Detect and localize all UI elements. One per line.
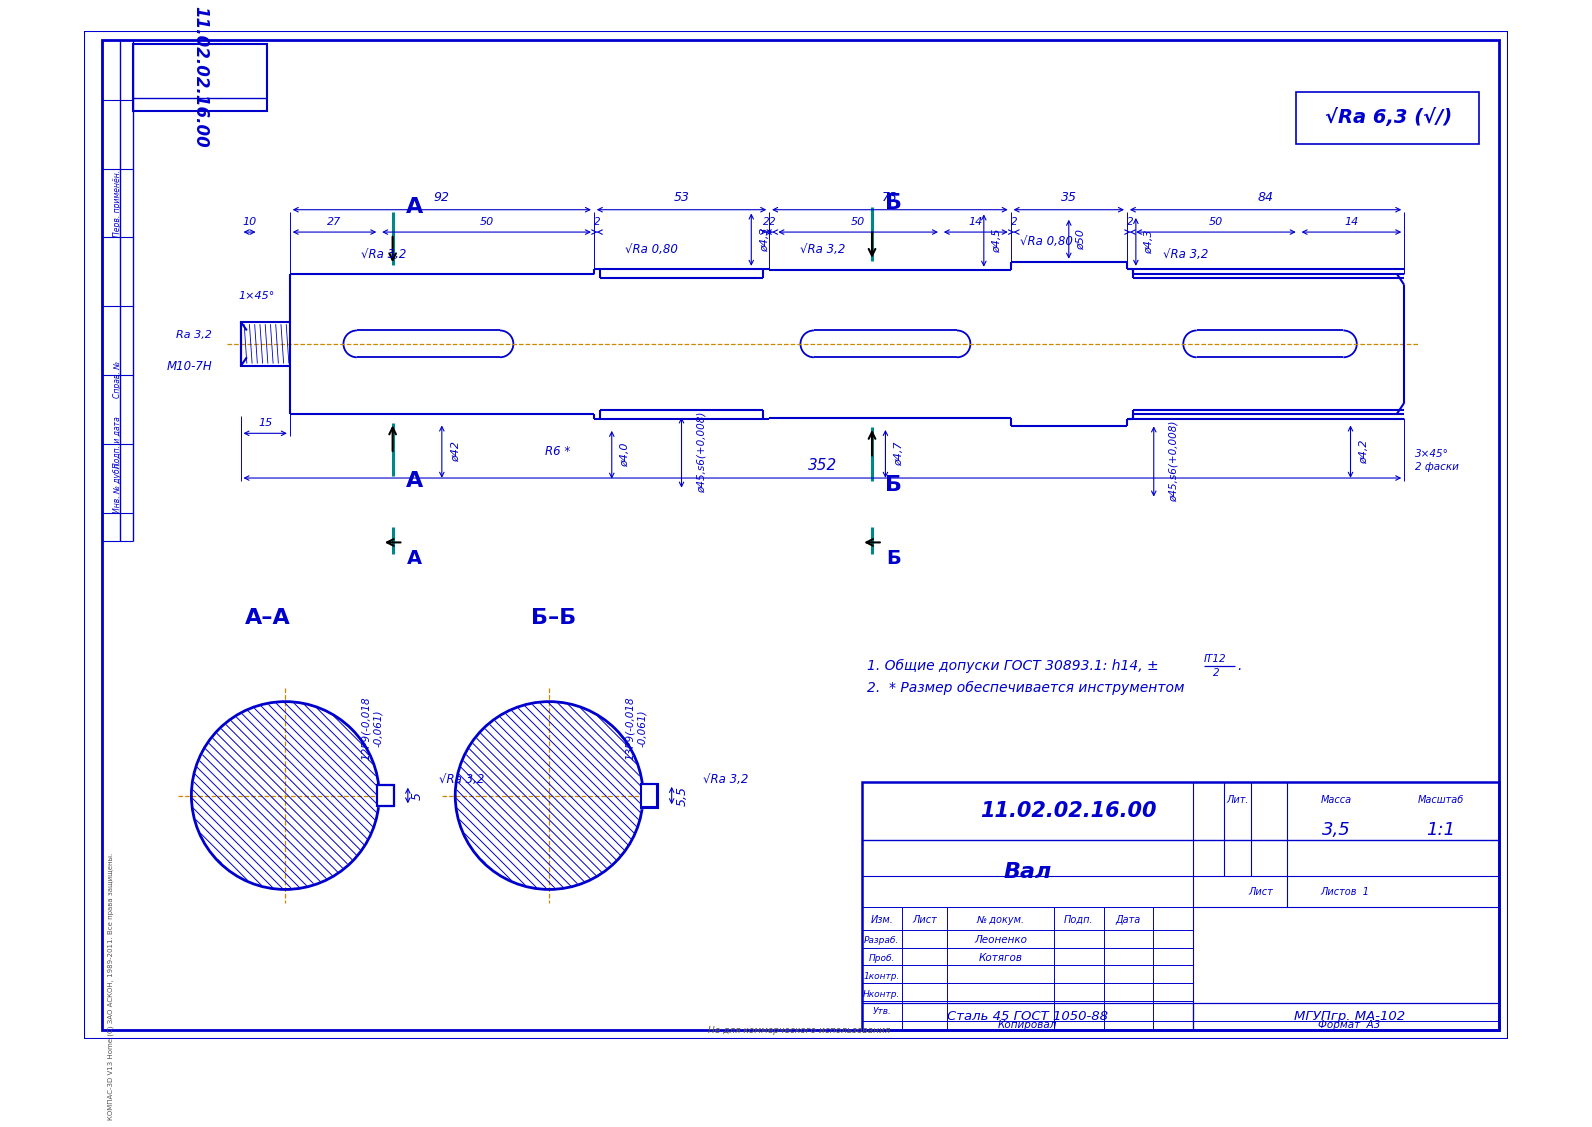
Text: 2: 2 bbox=[1011, 216, 1017, 227]
Text: 10: 10 bbox=[242, 216, 256, 227]
Text: КОМПАС-3D V13 Home (C) ЗАО АСКОН, 1989-2011. Все права защищены.: КОМПАС-3D V13 Home (C) ЗАО АСКОН, 1989-2… bbox=[108, 852, 115, 1119]
Text: Листов  1: Листов 1 bbox=[1321, 887, 1369, 897]
Text: Разраб.: Разраб. bbox=[864, 935, 899, 944]
Text: ø4,2: ø4,2 bbox=[1360, 440, 1369, 464]
Text: МГУПгр. МА-102: МГУПгр. МА-102 bbox=[1294, 1010, 1406, 1023]
Text: IT12: IT12 bbox=[1204, 654, 1226, 664]
Text: 53: 53 bbox=[673, 192, 689, 204]
Text: 5: 5 bbox=[411, 791, 423, 799]
Text: 2: 2 bbox=[594, 216, 600, 227]
Text: √Ra 0,80: √Ra 0,80 bbox=[1019, 236, 1073, 248]
Text: А: А bbox=[406, 471, 423, 490]
Text: Нконтр.: Нконтр. bbox=[863, 990, 901, 999]
Text: 73: 73 bbox=[882, 192, 898, 204]
Text: Масштаб: Масштаб bbox=[1418, 795, 1465, 805]
Text: Дата: Дата bbox=[1114, 915, 1140, 925]
Text: ø4,3: ø4,3 bbox=[1145, 230, 1154, 255]
Text: Перв. применён.: Перв. применён. bbox=[113, 170, 121, 237]
Text: 50: 50 bbox=[1208, 216, 1223, 227]
Text: Копировал: Копировал bbox=[998, 1020, 1057, 1030]
Text: 2: 2 bbox=[1213, 668, 1219, 678]
Text: 14: 14 bbox=[1344, 216, 1358, 227]
Text: Леоненко: Леоненко bbox=[974, 935, 1027, 946]
Text: 352: 352 bbox=[807, 458, 837, 472]
Text: ø42: ø42 bbox=[451, 441, 462, 462]
Text: √Ra 6,3 (√/): √Ra 6,3 (√/) bbox=[1325, 108, 1452, 127]
Text: Лит.: Лит. bbox=[1226, 795, 1250, 805]
Text: Б: Б bbox=[885, 476, 903, 495]
Text: 35: 35 bbox=[1060, 192, 1076, 204]
Text: Б: Б bbox=[887, 549, 901, 568]
Text: 5,5: 5,5 bbox=[677, 786, 689, 806]
Text: 11.02.02.16.00: 11.02.02.16.00 bbox=[979, 801, 1156, 820]
Text: ø45,s6(+0,008): ø45,s6(+0,008) bbox=[1169, 420, 1178, 503]
Text: 92: 92 bbox=[435, 192, 451, 204]
Text: √Ra 3,2: √Ra 3,2 bbox=[704, 773, 748, 786]
Bar bbox=[377, 784, 395, 806]
Text: 2.  * Размер обеспечивается инструментом: 2. * Размер обеспечивается инструментом bbox=[866, 681, 1184, 695]
Text: Справ. №: Справ. № bbox=[113, 361, 121, 398]
Text: 50: 50 bbox=[852, 216, 866, 227]
Text: 14: 14 bbox=[968, 216, 982, 227]
Text: Проб.: Проб. bbox=[869, 953, 895, 962]
Text: Формат  А3: Формат А3 bbox=[1318, 1020, 1380, 1030]
Text: 1. Общие допуски ГОСТ 30893.1: h14, ±: 1. Общие допуски ГОСТ 30893.1: h14, ± bbox=[866, 659, 1159, 673]
Text: √Ra 0,80: √Ra 0,80 bbox=[626, 242, 678, 256]
Text: √Ra 3,2: √Ra 3,2 bbox=[439, 773, 484, 786]
Text: ø4,0: ø4,0 bbox=[621, 443, 630, 467]
Text: Б–Б: Б–Б bbox=[532, 609, 576, 629]
Text: А: А bbox=[408, 549, 422, 568]
Text: 13Р9(-0,018
-0,061): 13Р9(-0,018 -0,061) bbox=[626, 696, 646, 761]
Text: 2: 2 bbox=[1127, 216, 1134, 227]
Text: 27: 27 bbox=[328, 216, 342, 227]
Text: 2: 2 bbox=[769, 216, 775, 227]
Text: ø4,7: ø4,7 bbox=[893, 442, 904, 467]
Text: Утв.: Утв. bbox=[872, 1008, 892, 1017]
Text: А–А: А–А bbox=[245, 609, 290, 629]
Text: 1контр.: 1контр. bbox=[864, 971, 899, 980]
Text: √Ra 3,2: √Ra 3,2 bbox=[801, 243, 845, 257]
Text: ø45,s6(+0,008): ø45,s6(+0,008) bbox=[696, 411, 707, 494]
Text: Подп. и дата: Подп. и дата bbox=[113, 416, 121, 468]
Text: Б: Б bbox=[885, 193, 903, 213]
Text: ø4,3: ø4,3 bbox=[759, 228, 769, 252]
Text: Лист: Лист bbox=[1248, 887, 1272, 897]
Text: R6 *: R6 * bbox=[546, 445, 570, 458]
Text: √Ra 3,2: √Ra 3,2 bbox=[361, 248, 406, 261]
Text: Инв. № дубл.: Инв. № дубл. bbox=[113, 461, 121, 513]
Text: Подп.: Подп. bbox=[1063, 915, 1094, 925]
Text: Сталь 45 ГОСТ 1050-88: Сталь 45 ГОСТ 1050-88 bbox=[947, 1010, 1108, 1023]
Text: 3×45°: 3×45° bbox=[1415, 449, 1449, 459]
Text: 1:1: 1:1 bbox=[1426, 820, 1455, 838]
Text: Лист: Лист bbox=[912, 915, 938, 925]
Text: Масса: Масса bbox=[1321, 795, 1352, 805]
Text: Котягов: Котягов bbox=[979, 953, 1022, 964]
Text: 15: 15 bbox=[258, 418, 272, 428]
Text: 3,5: 3,5 bbox=[1321, 820, 1350, 838]
Text: № докум.: № докум. bbox=[977, 915, 1025, 925]
Text: 12Р9(-0,018
-0,061): 12Р9(-0,018 -0,061) bbox=[361, 696, 382, 761]
Text: Изм.: Изм. bbox=[871, 915, 893, 925]
Text: ø4,5: ø4,5 bbox=[992, 229, 1003, 252]
Bar bbox=[642, 784, 657, 808]
Text: 84: 84 bbox=[1258, 192, 1274, 204]
Bar bbox=[377, 784, 395, 806]
Text: 1×45°: 1×45° bbox=[239, 292, 275, 301]
Text: Ra 3,2: Ra 3,2 bbox=[177, 330, 212, 340]
Text: √Ra 3,2: √Ra 3,2 bbox=[1162, 248, 1208, 261]
Text: Не для коммерческого использования: Не для коммерческого использования bbox=[708, 1027, 890, 1036]
Text: 2 фаски: 2 фаски bbox=[1415, 462, 1458, 472]
Text: 11.02.02.16.00: 11.02.02.16.00 bbox=[191, 7, 209, 149]
Text: М10-7Н: М10-7Н bbox=[166, 360, 212, 373]
Text: Вал: Вал bbox=[1003, 861, 1052, 881]
Text: 2: 2 bbox=[763, 216, 769, 227]
Bar bbox=[863, 782, 1500, 1030]
Text: А: А bbox=[406, 197, 423, 218]
Text: 50: 50 bbox=[479, 216, 494, 227]
Text: ø50: ø50 bbox=[1076, 229, 1086, 250]
Text: .: . bbox=[1237, 659, 1242, 673]
Bar bbox=[134, 44, 267, 112]
Bar bbox=[1296, 91, 1479, 143]
Bar bbox=[240, 321, 290, 366]
